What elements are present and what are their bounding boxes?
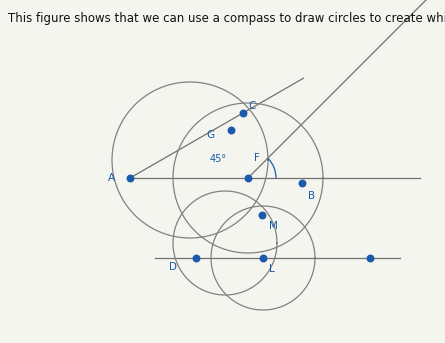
Point (227, 127, 235, 133)
Text: G: G (206, 130, 214, 140)
Point (239, 110, 247, 116)
Text: A: A (108, 173, 115, 183)
Text: D: D (169, 262, 177, 272)
Point (259, 255, 267, 261)
Point (244, 175, 251, 181)
Text: M: M (269, 221, 278, 231)
Text: C: C (248, 101, 255, 111)
Point (192, 255, 199, 261)
Point (366, 255, 373, 261)
Text: B: B (308, 191, 315, 201)
Point (126, 175, 134, 181)
Text: F: F (254, 153, 260, 163)
Point (259, 212, 266, 218)
Text: L: L (269, 264, 275, 274)
Point (299, 180, 306, 186)
Text: This figure shows that we can use a compass to draw circles to create which type: This figure shows that we can use a comp… (8, 12, 445, 25)
Text: 45°: 45° (210, 154, 227, 164)
